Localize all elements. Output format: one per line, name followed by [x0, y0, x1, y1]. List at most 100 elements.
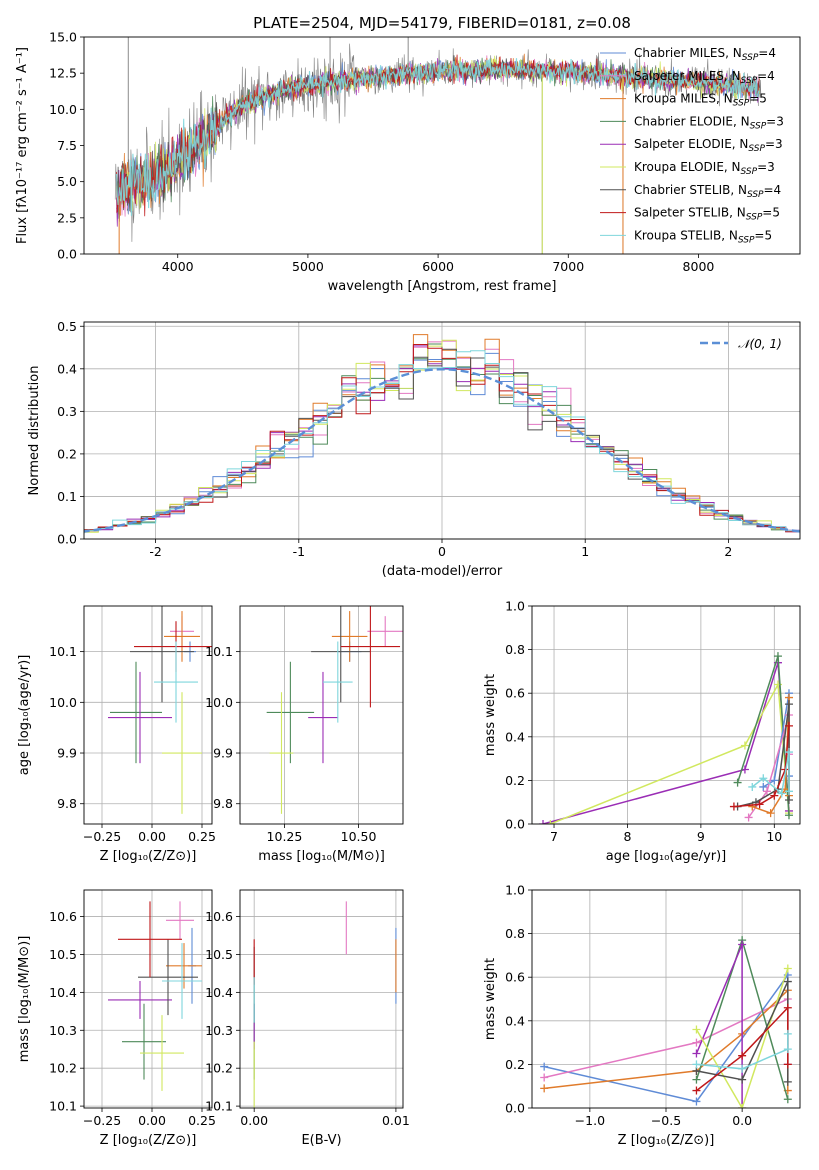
series-marker-kroupa-stelib [738, 1064, 747, 1073]
series-marker-salpeter-miles [692, 1038, 701, 1047]
x-tick-label: 0 [438, 544, 446, 559]
legend-text: Salpeter STELIB, N [634, 206, 746, 220]
y-tick-label: 0.0 [505, 1101, 525, 1116]
legend-label: Kroupa STELIB, NSSP=5 [634, 228, 772, 245]
series-marker-salpeter-elodie [738, 940, 747, 949]
errorbar-salpeter-miles [166, 901, 194, 940]
y-tick-label: 0.2 [57, 446, 77, 461]
y-tick-label: 10.0 [205, 695, 233, 710]
y-tick-label: 10.2 [205, 1061, 233, 1076]
x-tick-label: 0.25 [188, 1113, 216, 1128]
y-tick-label: 1.0 [505, 599, 525, 614]
y-tick-label: 10.5 [205, 947, 233, 962]
normal-reference-curve [84, 368, 800, 533]
x-axis-label: age [log₁₀(age/yr)] [606, 849, 727, 864]
series-marker-kroupa-stelib [692, 1060, 701, 1069]
y-tick-label: 9.9 [57, 746, 77, 761]
series-marker-chabrier-miles [759, 782, 768, 791]
y-tick-label: 10.4 [205, 985, 233, 1000]
legend: 𝒩(0, 1) [700, 337, 782, 351]
y-tick-label: 0.3 [57, 404, 77, 419]
errorbar-salpeter-elodie [108, 980, 172, 1019]
legend-text: Kroupa STELIB, N [634, 228, 738, 242]
series-marker-chabrier-elodie [692, 1075, 701, 1084]
y-tick-label: 0.1 [57, 489, 77, 504]
y-tick-label: 12.5 [49, 66, 77, 81]
legend-subscript: SSP [738, 235, 755, 245]
series-marker-chabrier-miles [540, 1062, 549, 1071]
plot-area [114, 37, 762, 254]
x-tick-label: 4000 [162, 259, 194, 274]
legend-text: Chabrier STELIB, N [634, 183, 747, 197]
y-tick-label: 10.1 [205, 644, 233, 659]
y-tick-label: 10.1 [49, 644, 77, 659]
series-marker-chabrier-elodie [783, 1095, 792, 1104]
series-marker-chabrier-miles [692, 1097, 701, 1106]
y-axis-label: Flux [fλ10⁻¹⁷ erg cm⁻² s⁻¹ A⁻¹] [15, 47, 30, 244]
x-tick-label: 10.25 [267, 829, 303, 844]
legend-label: Chabrier ELODIE, NSSP=3 [634, 114, 784, 131]
y-tick-label: 10.6 [49, 909, 77, 924]
legend-text: =5 [762, 206, 780, 220]
errorbar-chabrier-elodie [110, 661, 162, 764]
panel-mass-vs-Z: −0.25 0.00 0.25 10.1 10.2 10.3 10.4 10.5 10.6 Z [… [17, 889, 216, 1148]
y-axis-label: age [log₁₀(age/yr)] [17, 655, 32, 776]
x-tick-label: -1 [293, 544, 305, 559]
chart-title: PLATE=2504, MJD=54179, FIBERID=0181, z=0… [253, 14, 631, 32]
x-tick-label: -2 [149, 544, 161, 559]
series-marker-salpeter-miles [762, 787, 771, 796]
legend-text: Kroupa ELODIE, N [634, 160, 741, 174]
y-tick-label: 10.4 [49, 985, 77, 1000]
errorbar-kroupa-stelib [162, 943, 202, 1019]
series-marker-salpeter-stelib [692, 1086, 701, 1095]
x-axis-label: Z [log₁₀(Z/Z⊙)] [100, 849, 197, 864]
errorbar-salpeter-elodie [108, 671, 172, 764]
errorbar-kroupa-elodie [269, 692, 294, 814]
x-axis-label: E(B-V) [301, 1133, 341, 1148]
legend-label: Salpeter STELIB, NSSP=5 [634, 206, 780, 223]
x-tick-label: 0.00 [138, 829, 166, 844]
y-tick-label: 0.2 [505, 1057, 525, 1072]
series-marker-chabrier-stelib [783, 977, 792, 986]
model-fit-kroupa-stelib [115, 58, 760, 216]
y-axis-label: Normed distribution [27, 366, 42, 496]
legend-subscript: SSP [742, 53, 759, 63]
legend-text: Chabrier ELODIE, N [634, 114, 750, 128]
x-tick-label: −1.0 [575, 1113, 605, 1128]
series-marker-salpeter-miles [744, 813, 753, 822]
x-axis-label: Z [log₁₀(Z/Z⊙)] [100, 1133, 197, 1148]
series-marker-kroupa-stelib [783, 1045, 792, 1054]
y-axis-label: mass weight [483, 958, 498, 1040]
series-marker-chabrier-elodie [773, 652, 782, 661]
series-marker-salpeter-stelib [755, 800, 764, 809]
series-marker-salpeter-elodie [692, 1049, 701, 1058]
y-tick-label: 5.0 [57, 174, 77, 189]
legend-subscript: SSP [741, 167, 758, 177]
panel-mass-vs-EBV: 0.00 0.01 10.1 10.2 10.3 10.4 10.5 10.6 E(B-V) [205, 889, 410, 1148]
x-axis-label: (data-model)/error [382, 564, 503, 579]
x-tick-label: 10 [766, 829, 782, 844]
series-marker-kroupa-stelib [784, 748, 793, 757]
series-marker-chabrier-stelib [738, 1075, 747, 1084]
axes-frame [239, 605, 404, 825]
legend-text: Chabrier MILES, N [634, 46, 742, 60]
y-tick-label: 1.0 [505, 883, 525, 898]
legend-subscript: SSP [750, 121, 767, 131]
legend-label: Chabrier STELIB, NSSP=4 [634, 183, 781, 200]
x-tick-label: 0.00 [240, 1113, 268, 1128]
series-line-kroupa-stelib [696, 1033, 789, 1070]
axes-frame [531, 889, 801, 1109]
x-tick-label: 9 [697, 829, 705, 844]
legend-label: Kroupa MILES, NSSP=5 [634, 92, 767, 109]
x-tick-label: 10.50 [341, 829, 377, 844]
y-tick-label: 0.0 [57, 532, 77, 547]
series-marker-chabrier-elodie [733, 778, 742, 787]
errorbar-chabrier-stelib [130, 606, 194, 703]
errorbar-kroupa-stelib [322, 641, 353, 723]
panel-spectrum: 4000 5000 6000 7000 8000 0.0 2.5 5.0 7.5 10.0 12.5… [15, 14, 801, 294]
plot-area [84, 334, 800, 534]
series-marker-kroupa-stelib [783, 1029, 792, 1038]
panel-mass-weight-vs-Z: −1.0 −0.5 0.0 0.0 0.2 0.4 0.6 0.8 1.0 Z [log₁₀(Z/… [483, 883, 801, 1148]
y-tick-label: 0.2 [505, 773, 525, 788]
